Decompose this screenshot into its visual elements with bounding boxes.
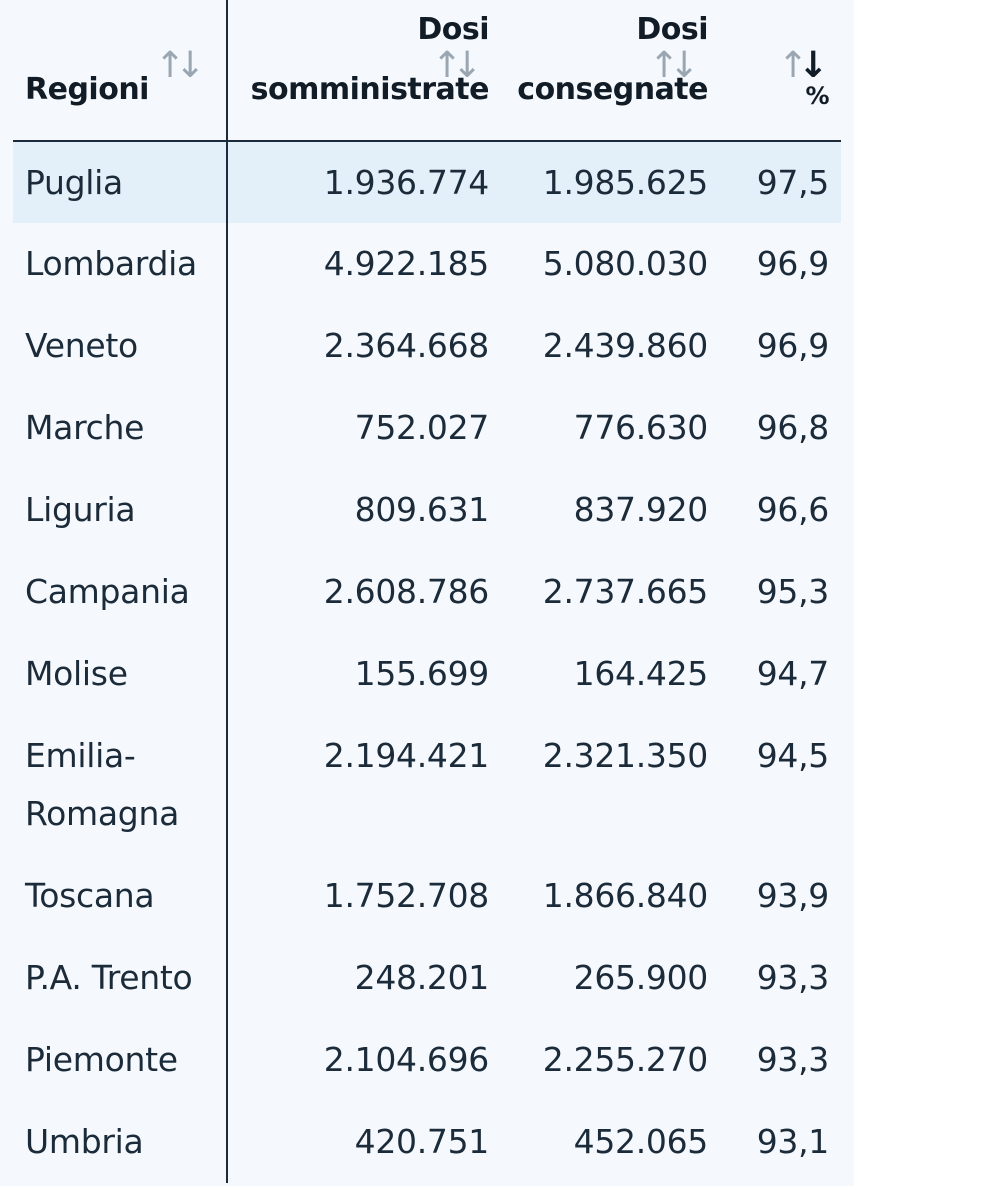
cell-region: Veneto bbox=[13, 305, 228, 387]
column-header-consegnate-line2: consegnate bbox=[517, 72, 708, 107]
cell-administered: 4.922.185 bbox=[323, 244, 490, 283]
cell-region: Lombardia bbox=[13, 223, 228, 305]
vaccine-doses-table: Regioni ↑↓ Dosi somministrate ↑↓ Dosi co… bbox=[13, 0, 841, 1183]
column-header-dosi-consegnate[interactable]: Dosi consegnate ↑↓ bbox=[501, 0, 720, 142]
cell-administered: 2.104.696 bbox=[323, 1040, 490, 1079]
cell-percent: 96,9 bbox=[756, 244, 830, 283]
vaccine-doses-table-panel: Regioni ↑↓ Dosi somministrate ↑↓ Dosi co… bbox=[13, 0, 841, 1183]
cell-delivered: 164.425 bbox=[573, 654, 709, 693]
cell-delivered: 452.065 bbox=[573, 1122, 709, 1161]
cell-administered: 155.699 bbox=[354, 654, 490, 693]
table-row[interactable]: Toscana 1.752.708 1.866.840 93,9 bbox=[13, 855, 841, 937]
cell-percent: 95,3 bbox=[756, 572, 830, 611]
cell-percent: 93,3 bbox=[756, 1040, 830, 1079]
cell-delivered: 2.737.665 bbox=[542, 572, 709, 611]
cell-administered: 420.751 bbox=[354, 1122, 490, 1161]
cell-percent: 97,5 bbox=[720, 141, 841, 223]
table-row[interactable]: Molise 155.699 164.425 94,7 bbox=[13, 633, 841, 715]
cell-percent: 93,9 bbox=[756, 876, 830, 915]
cell-region: Piemonte bbox=[13, 1019, 228, 1101]
cell-region: Liguria bbox=[13, 469, 228, 551]
cell-administered: 2.364.668 bbox=[323, 326, 490, 365]
column-header-regioni[interactable]: Regioni ↑↓ bbox=[13, 0, 228, 142]
cell-percent: 96,9 bbox=[756, 326, 830, 365]
table-row[interactable]: Piemonte 2.104.696 2.255.270 93,3 bbox=[13, 1019, 841, 1101]
column-header-somministrate-line1: Dosi bbox=[417, 12, 489, 47]
table-row[interactable]: Marche 752.027 776.630 96,8 bbox=[13, 387, 841, 469]
cell-region: Molise bbox=[13, 633, 228, 715]
cell-percent: 93,3 bbox=[756, 958, 830, 997]
cell-delivered: 265.900 bbox=[573, 958, 709, 997]
cell-delivered: 1.866.840 bbox=[542, 876, 709, 915]
column-header-percent[interactable]: ↑↓ % bbox=[720, 0, 841, 142]
column-header-percent-label: % bbox=[805, 82, 829, 110]
cell-administered: 1.936.774 bbox=[227, 141, 501, 223]
cell-region: Umbria bbox=[13, 1101, 228, 1183]
cell-region: P.A. Trento bbox=[13, 937, 228, 1019]
cell-region: Emilia-Romagna bbox=[13, 715, 228, 855]
cell-percent: 96,6 bbox=[756, 490, 830, 529]
column-header-regioni-label: Regioni bbox=[25, 72, 149, 107]
cell-administered: 2.194.421 bbox=[323, 736, 490, 775]
table-body: Puglia 1.936.774 1.985.625 97,5 Lombardi… bbox=[13, 141, 841, 1183]
cell-administered: 2.608.786 bbox=[323, 572, 490, 611]
cell-region: Campania bbox=[13, 551, 228, 633]
cell-percent: 94,5 bbox=[756, 736, 830, 775]
cell-percent: 94,7 bbox=[756, 654, 830, 693]
cell-percent: 96,8 bbox=[756, 408, 830, 447]
cell-delivered: 2.321.350 bbox=[542, 736, 709, 775]
cell-administered: 809.631 bbox=[354, 490, 490, 529]
sort-toggle-icon[interactable]: ↑↓ bbox=[155, 45, 205, 86]
table-row[interactable]: Campania 2.608.786 2.737.665 95,3 bbox=[13, 551, 841, 633]
column-header-consegnate-line1: Dosi bbox=[636, 12, 708, 47]
cell-percent: 93,1 bbox=[756, 1122, 830, 1161]
cell-delivered: 837.920 bbox=[573, 490, 709, 529]
table-row[interactable]: P.A. Trento 248.201 265.900 93,3 bbox=[13, 937, 841, 1019]
header-row: Regioni ↑↓ Dosi somministrate ↑↓ Dosi co… bbox=[13, 0, 841, 142]
table-row[interactable]: Veneto 2.364.668 2.439.860 96,9 bbox=[13, 305, 841, 387]
cell-delivered: 1.985.625 bbox=[501, 141, 720, 223]
cell-administered: 752.027 bbox=[354, 408, 490, 447]
column-header-somministrate-line2: somministrate bbox=[250, 72, 490, 107]
cell-region: Marche bbox=[13, 387, 228, 469]
column-header-dosi-somministrate[interactable]: Dosi somministrate ↑↓ bbox=[227, 0, 501, 142]
cell-administered: 1.752.708 bbox=[323, 876, 490, 915]
cell-region: Puglia bbox=[13, 141, 228, 223]
cell-delivered: 2.255.270 bbox=[542, 1040, 709, 1079]
cell-delivered: 5.080.030 bbox=[542, 244, 709, 283]
cell-region: Toscana bbox=[13, 855, 228, 937]
table-row[interactable]: Liguria 809.631 837.920 96,6 bbox=[13, 469, 841, 551]
table-row[interactable]: Umbria 420.751 452.065 93,1 bbox=[13, 1101, 841, 1183]
table-header: Regioni ↑↓ Dosi somministrate ↑↓ Dosi co… bbox=[13, 0, 841, 142]
cell-delivered: 2.439.860 bbox=[542, 326, 709, 365]
cell-delivered: 776.630 bbox=[573, 408, 709, 447]
table-row[interactable]: Puglia 1.936.774 1.985.625 97,5 bbox=[13, 141, 841, 223]
cell-administered: 248.201 bbox=[354, 958, 490, 997]
table-row[interactable]: Lombardia 4.922.185 5.080.030 96,9 bbox=[13, 223, 841, 305]
table-row[interactable]: Emilia-Romagna 2.194.421 2.321.350 94,5 bbox=[13, 715, 841, 855]
